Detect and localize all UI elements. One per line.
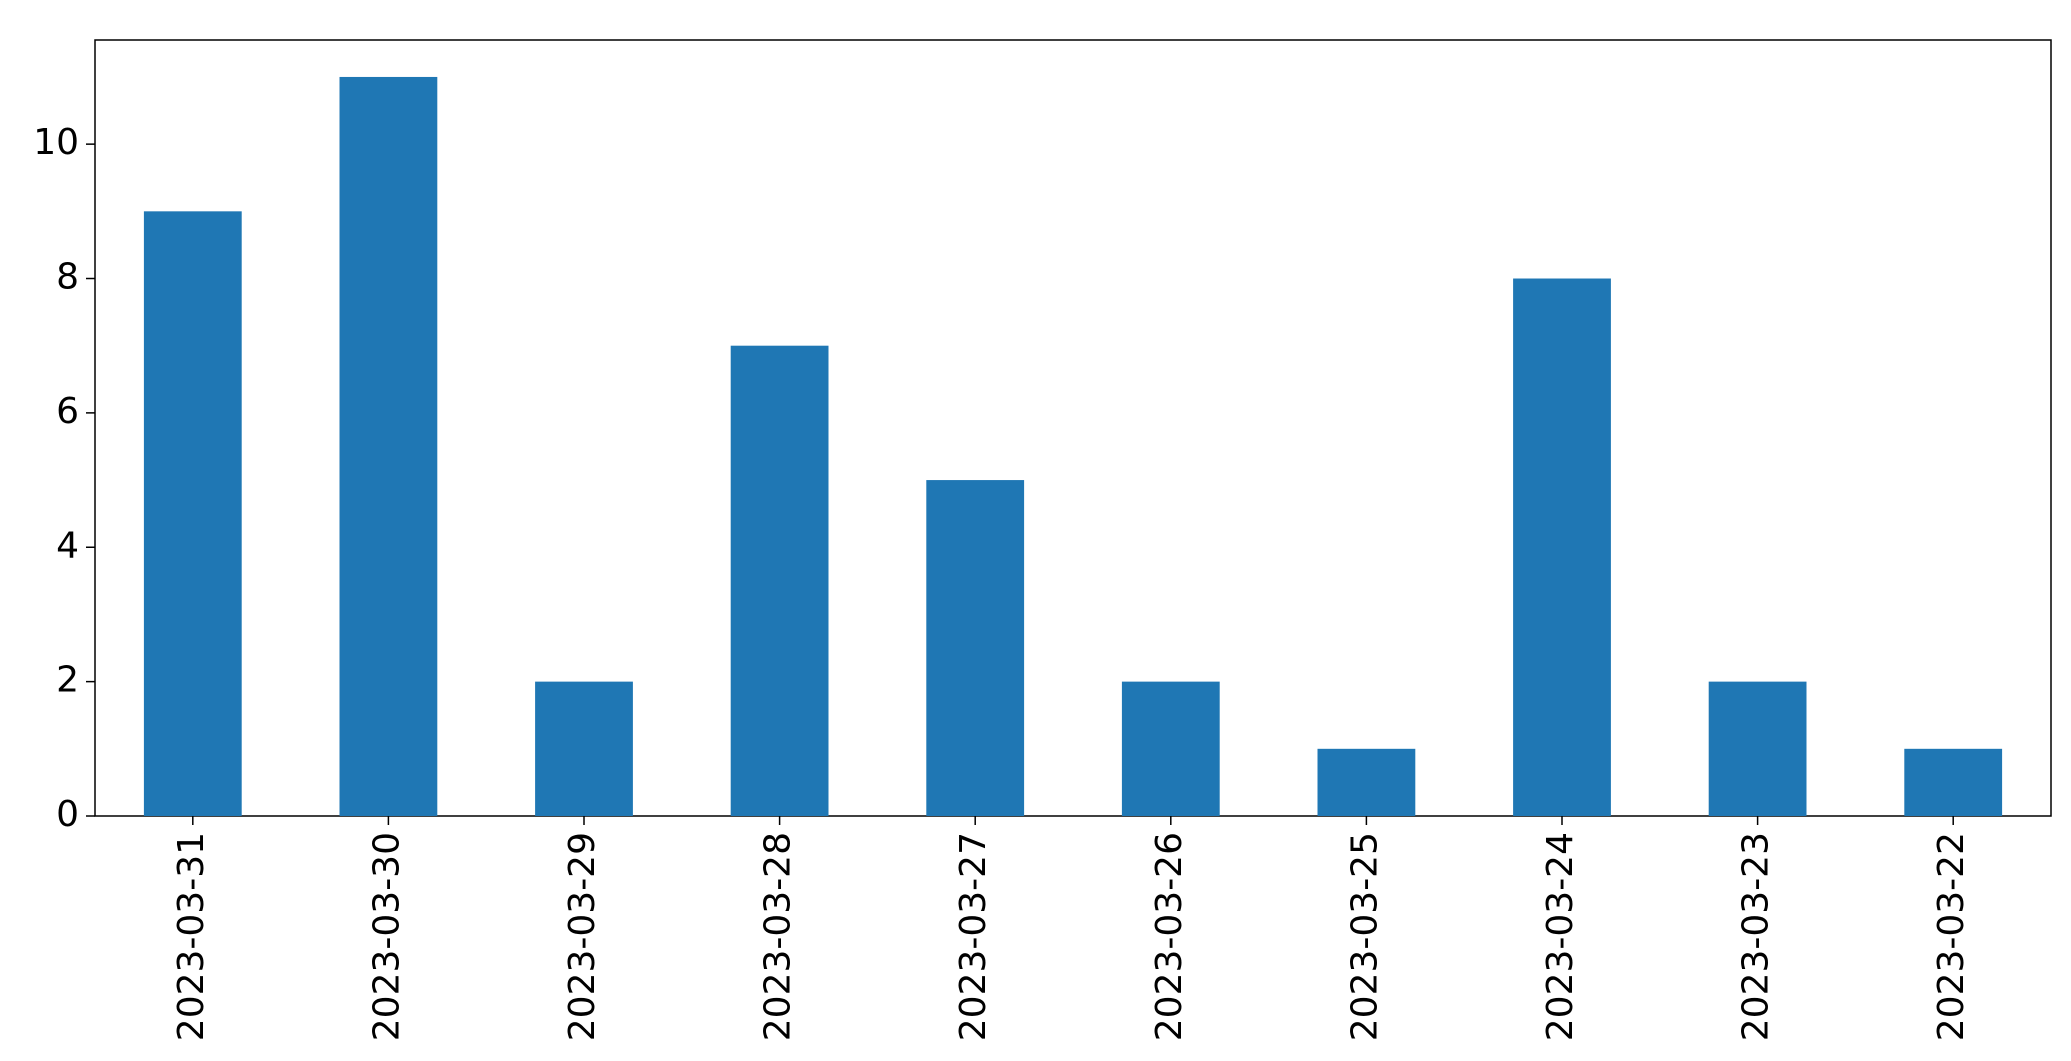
x-tick-label: 2023-03-29: [562, 832, 603, 1041]
bar: [1904, 748, 2003, 816]
plot-frame: [94, 39, 2052, 817]
bar: [535, 681, 633, 816]
bar: [1513, 278, 1611, 816]
bar: [1708, 681, 1807, 816]
y-tick-label: 2: [56, 660, 79, 701]
x-tick-label: 2023-03-25: [1344, 832, 1385, 1041]
x-tick-label: 2023-03-23: [1736, 832, 1777, 1041]
bar: [730, 345, 829, 816]
x-tick-label: 2023-03-30: [366, 832, 407, 1041]
y-tick-label: 4: [56, 525, 79, 566]
x-tick-label: 2023-03-27: [953, 832, 994, 1041]
x-tick-label: 2023-03-26: [1149, 832, 1190, 1041]
bar: [926, 480, 1025, 816]
bar: [339, 76, 438, 816]
y-tick-label: 8: [56, 257, 79, 298]
y-tick-label: 0: [56, 794, 79, 835]
y-tick-label: 10: [33, 122, 79, 163]
x-tick-label: 2023-03-24: [1540, 832, 1581, 1041]
x-tick-label: 2023-03-31: [171, 832, 212, 1041]
bar: [143, 211, 242, 816]
x-tick-label: 2023-03-22: [1931, 832, 1972, 1041]
bar: [1317, 748, 1416, 816]
bar: [1121, 681, 1220, 816]
x-tick-label: 2023-03-28: [758, 832, 799, 1041]
y-tick-label: 6: [56, 391, 79, 432]
